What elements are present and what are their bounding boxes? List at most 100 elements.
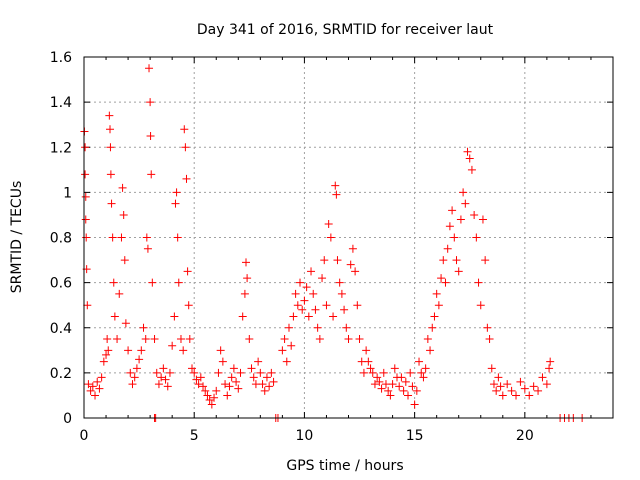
data-point (121, 319, 130, 328)
data-point (88, 382, 97, 391)
data-point (481, 256, 490, 265)
data-point (426, 346, 435, 355)
data-point (483, 323, 492, 332)
data-point (348, 244, 357, 253)
data-point (262, 373, 271, 382)
data-point (141, 335, 150, 344)
data-point (335, 278, 344, 287)
data-point (410, 400, 419, 409)
data-point (375, 377, 384, 386)
data-point (487, 364, 496, 373)
data-point (307, 267, 316, 276)
data-point (496, 382, 505, 391)
data-point (529, 382, 538, 391)
data-point (331, 181, 340, 190)
data-point (152, 368, 161, 377)
data-point (185, 335, 194, 344)
data-point (492, 386, 501, 395)
data-point (423, 335, 432, 344)
data-point (207, 400, 216, 409)
data-point (415, 357, 424, 366)
data-point (113, 335, 122, 344)
data-point (95, 384, 104, 393)
data-point (507, 386, 516, 395)
y-tick-label: 0.4 (50, 321, 72, 337)
data-point (182, 174, 191, 183)
data-point (470, 210, 479, 219)
data-point (437, 274, 446, 283)
data-point (353, 301, 362, 310)
data-point (476, 301, 485, 310)
data-point (498, 391, 507, 400)
data-point (452, 256, 461, 265)
data-point (180, 125, 189, 134)
data-point (172, 188, 181, 197)
data-point (205, 395, 214, 404)
data-point (106, 170, 115, 179)
data-point (315, 335, 324, 344)
data-point (326, 233, 335, 242)
data-point (130, 373, 139, 382)
data-point (370, 380, 379, 389)
x-tick-label: 10 (296, 428, 314, 444)
data-point (351, 267, 360, 276)
data-point (146, 98, 155, 107)
data-point (282, 357, 291, 366)
data-point (456, 215, 465, 224)
data-point (188, 364, 197, 373)
data-point (364, 357, 373, 366)
data-point (120, 256, 129, 265)
data-point (439, 256, 448, 265)
data-point (199, 382, 208, 391)
data-point (296, 278, 305, 287)
data-point (445, 222, 454, 231)
data-point (221, 380, 230, 389)
data-point (115, 289, 124, 298)
data-point (170, 312, 179, 321)
data-point (107, 199, 116, 208)
data-point (168, 341, 177, 350)
data-point (229, 364, 238, 373)
data-point (139, 323, 148, 332)
x-tick-label: 20 (516, 428, 534, 444)
data-point (91, 391, 100, 400)
data-point (174, 278, 183, 287)
data-point (171, 199, 180, 208)
data-point (146, 131, 155, 140)
data-point (109, 278, 118, 287)
data-point (225, 382, 234, 391)
data-point (463, 147, 472, 156)
data-point (99, 357, 108, 366)
y-tick-label: 1 (63, 185, 72, 201)
data-point (494, 373, 503, 382)
y-tick-label: 1.4 (50, 95, 72, 111)
data-point (97, 373, 106, 382)
data-point (267, 368, 276, 377)
data-point (478, 215, 487, 224)
data-point (179, 346, 188, 355)
data-point (176, 335, 185, 344)
data-point (265, 382, 274, 391)
data-point (287, 341, 296, 350)
data-point (443, 244, 452, 253)
x-tick-label: 0 (80, 428, 89, 444)
x-tick-label: 5 (190, 428, 199, 444)
data-point (388, 380, 397, 389)
data-point (234, 384, 243, 393)
data-point (395, 382, 404, 391)
data-point (128, 380, 137, 389)
data-point (503, 380, 512, 389)
data-point (249, 373, 258, 382)
data-point (320, 256, 329, 265)
data-point (137, 346, 146, 355)
tick-labels: 0 5 10 15 20 0 0.2 0.4 0.6 0.8 1 1.2 1.4 1.6 (50, 50, 534, 444)
data-point (214, 368, 223, 377)
data-point (161, 375, 170, 384)
data-point (196, 373, 205, 382)
data-point (441, 278, 450, 287)
data-point (117, 233, 126, 242)
data-point (106, 143, 115, 152)
data-point (132, 364, 141, 373)
data-point (183, 267, 192, 276)
data-point (258, 380, 267, 389)
